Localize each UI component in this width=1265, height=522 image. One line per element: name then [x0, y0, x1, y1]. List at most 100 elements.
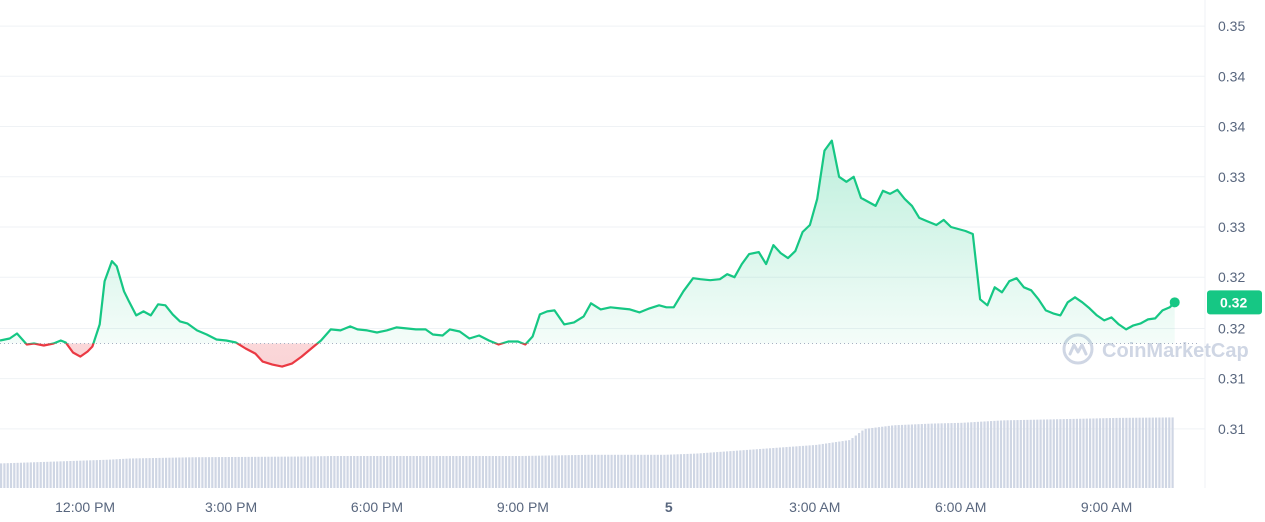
volume-bar	[207, 457, 211, 488]
volume-bar	[405, 456, 409, 488]
y-tick-label: 0.34	[1218, 119, 1245, 135]
volume-bar	[775, 447, 778, 488]
volume-bar	[422, 456, 425, 488]
volume-bar	[831, 442, 834, 488]
volume-bar	[132, 458, 135, 488]
volume-bar	[980, 421, 983, 488]
volume-bar	[52, 461, 55, 488]
volume-bar	[933, 423, 937, 488]
volume-bar	[118, 459, 121, 488]
volume-bar	[514, 456, 517, 488]
y-tick-label: 0.31	[1218, 371, 1245, 387]
volume-bar	[778, 447, 781, 488]
current-price-badge: 0.32	[1207, 290, 1262, 315]
volume-bar	[782, 447, 785, 488]
volume-bar	[943, 423, 946, 488]
volume-bar	[1075, 418, 1078, 488]
volume-bar	[445, 456, 448, 488]
volume-bar	[9, 463, 13, 488]
volume-bar	[468, 456, 471, 488]
volume-bar	[141, 458, 145, 488]
volume-bar	[970, 422, 973, 488]
volume-bar	[841, 441, 844, 488]
volume-bar	[973, 422, 976, 488]
volume-bar	[326, 456, 329, 488]
volume-bar	[1049, 419, 1052, 488]
volume-bar	[1003, 420, 1006, 488]
volume-bar	[125, 458, 128, 488]
volume-bar	[557, 455, 560, 488]
volume-bar	[402, 456, 405, 488]
volume-bar	[475, 456, 478, 488]
volume-bar	[363, 456, 366, 488]
volume-bar	[399, 456, 402, 488]
volume-bar	[603, 454, 607, 488]
volume-bar	[293, 456, 296, 488]
volume-bar	[577, 454, 580, 488]
watermark-text: CoinMarketCap	[1102, 340, 1249, 362]
volume-bar	[524, 455, 527, 488]
volume-bar	[1118, 417, 1121, 488]
volume-bar	[544, 455, 547, 488]
volume-bar	[1112, 417, 1115, 488]
volume-bar	[669, 454, 673, 488]
volume-bar	[788, 446, 791, 488]
volume-bar	[768, 448, 772, 488]
volume-bar	[1164, 417, 1168, 488]
volume-bar	[709, 452, 712, 488]
volume-bar	[89, 460, 92, 488]
volume-bar	[1069, 418, 1072, 488]
volume-bar	[23, 462, 26, 488]
volume-bar	[85, 460, 88, 488]
volume-bar	[171, 457, 174, 488]
volume-bar	[851, 438, 854, 488]
volume-bar	[808, 445, 811, 488]
volume-bar	[366, 456, 369, 488]
volume-bar	[224, 457, 227, 488]
volume-bar	[534, 455, 537, 488]
volume-bar	[458, 456, 461, 488]
volume-bar	[531, 455, 534, 488]
volume-bar	[59, 461, 62, 488]
volume-bar	[666, 454, 669, 488]
volume-bar	[1029, 419, 1032, 488]
volume-bar	[234, 456, 237, 488]
volume-bar	[564, 455, 567, 488]
volume-bar	[313, 456, 316, 488]
volume-bar	[636, 454, 640, 488]
price-area	[0, 140, 1175, 367]
volume-bar	[376, 456, 379, 488]
volume-bar	[881, 426, 884, 488]
volume-bar	[115, 459, 118, 488]
volume-bar	[455, 456, 458, 488]
volume-bar	[66, 461, 69, 488]
volume-bar	[270, 456, 273, 488]
volume-bar	[204, 457, 207, 488]
volume-bar	[976, 421, 979, 488]
volume-bar	[999, 420, 1003, 488]
volume-bar	[330, 456, 333, 488]
volume-bar	[580, 454, 583, 488]
volume-bar	[429, 456, 432, 488]
volume-bar	[323, 456, 326, 488]
volume-bar	[914, 424, 917, 488]
x-tick-label: 6:00 PM	[351, 499, 403, 515]
volume-bar	[940, 423, 943, 488]
volume-bar	[36, 462, 39, 488]
volume-bar	[960, 422, 963, 488]
volume-bar	[306, 456, 310, 488]
volume-bar	[1079, 418, 1082, 488]
volume-bar	[112, 459, 115, 488]
volume-bar	[867, 428, 871, 488]
volume-bar	[382, 456, 385, 488]
volume-bar	[871, 427, 874, 488]
volume-bar	[706, 452, 709, 488]
volume-bar	[696, 453, 699, 488]
volume-bar	[947, 423, 950, 488]
volume-bar	[481, 456, 484, 488]
volume-bar	[541, 455, 544, 488]
volume-bar	[990, 421, 993, 488]
volume-bar	[1171, 417, 1174, 488]
volume-bar	[1125, 417, 1128, 488]
volume-bar	[39, 462, 42, 488]
